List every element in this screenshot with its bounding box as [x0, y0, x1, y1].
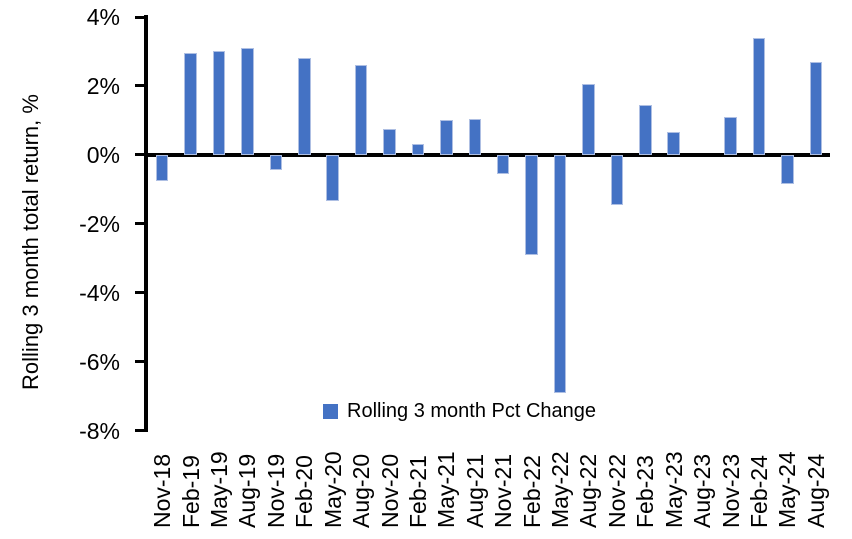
bar-Nov-21	[496, 154, 510, 174]
bar-May-21	[440, 120, 453, 155]
bar-May-22	[553, 154, 567, 393]
x-axis-label-Nov-22: Nov-22	[603, 453, 630, 528]
x-axis-label-May-21: May-21	[433, 451, 460, 528]
y-axis-tick-mark	[135, 291, 144, 295]
x-axis-label-Aug-23: Aug-23	[689, 453, 716, 528]
bar-Nov-22	[610, 154, 624, 205]
bar-May-19	[212, 51, 226, 155]
x-axis-label-Aug-21: Aug-21	[461, 453, 488, 528]
bar-Aug-22	[582, 84, 595, 155]
y-axis-title: Rolling 3 month total return, %	[18, 94, 43, 390]
x-axis-label-Nov-23: Nov-23	[717, 453, 744, 528]
y-axis-tick-mark	[135, 153, 144, 157]
bar-Aug-24	[809, 61, 823, 155]
y-axis-tick-label: 2%	[86, 72, 120, 99]
x-axis-label-May-23: May-23	[660, 451, 687, 528]
bar-Feb-19	[184, 53, 197, 155]
x-axis-label-Aug-19: Aug-19	[234, 453, 261, 528]
bar-May-20	[326, 154, 339, 202]
bar-Aug-21	[468, 118, 482, 155]
bar-Nov-19	[269, 154, 283, 171]
x-axis-label-Nov-21: Nov-21	[490, 453, 517, 528]
x-axis-label-Feb-21: Feb-21	[404, 455, 431, 528]
x-axis-label-Aug-24: Aug-24	[802, 453, 829, 528]
x-axis-label-May-20: May-20	[319, 451, 346, 528]
x-axis-label-Nov-20: Nov-20	[376, 453, 403, 528]
x-axis-label-Feb-20: Feb-20	[291, 455, 318, 528]
bar-Feb-22	[525, 154, 538, 255]
bar-Feb-20	[298, 58, 311, 155]
bar-Nov-23	[724, 116, 737, 155]
x-axis-label-Aug-22: Aug-22	[575, 453, 602, 528]
x-axis-label-May-22: May-22	[547, 451, 574, 528]
y-axis-tick-label: -8%	[79, 417, 120, 444]
x-axis-label-Feb-22: Feb-22	[518, 455, 545, 528]
y-axis-line	[144, 15, 148, 432]
y-axis-tick-mark	[135, 222, 144, 226]
x-axis-label-Feb-24: Feb-24	[745, 455, 772, 528]
bar-Nov-20	[383, 128, 396, 155]
bar-May-23	[667, 132, 680, 155]
x-axis-label-Nov-18: Nov-18	[149, 453, 176, 528]
x-axis-label-Nov-19: Nov-19	[262, 453, 289, 528]
bar-Feb-23	[639, 104, 652, 155]
bar-Aug-19	[241, 48, 254, 155]
x-axis-label-Feb-23: Feb-23	[632, 455, 659, 528]
y-axis-tick-label: 4%	[86, 4, 120, 30]
y-axis-tick-mark	[135, 15, 144, 19]
y-axis-tick-mark	[135, 429, 144, 432]
y-axis-tick-mark	[135, 360, 144, 364]
y-axis-tick-label: 0%	[86, 141, 120, 168]
bar-Feb-24	[752, 37, 766, 155]
bar-Nov-18	[155, 154, 169, 181]
legend-label: Rolling 3 month Pct Change	[347, 400, 597, 422]
x-axis-label-May-19: May-19	[206, 451, 233, 528]
bar-Feb-21	[411, 144, 425, 155]
x-axis-label-May-24: May-24	[774, 451, 801, 528]
x-axis-label-Feb-19: Feb-19	[177, 455, 204, 528]
legend-swatch-icon	[323, 404, 338, 419]
y-axis-tick-label: -2%	[79, 210, 120, 237]
bar-Aug-20	[354, 65, 368, 155]
bar-May-24	[781, 154, 794, 185]
legend: Rolling 3 month Pct Change	[323, 400, 596, 423]
x-axis-label-Aug-20: Aug-20	[348, 453, 375, 528]
y-axis-tick-label: -4%	[79, 279, 120, 306]
zero-baseline	[144, 153, 830, 157]
y-axis-tick-label: -6%	[79, 348, 120, 375]
y-axis-tick-mark	[135, 84, 144, 88]
